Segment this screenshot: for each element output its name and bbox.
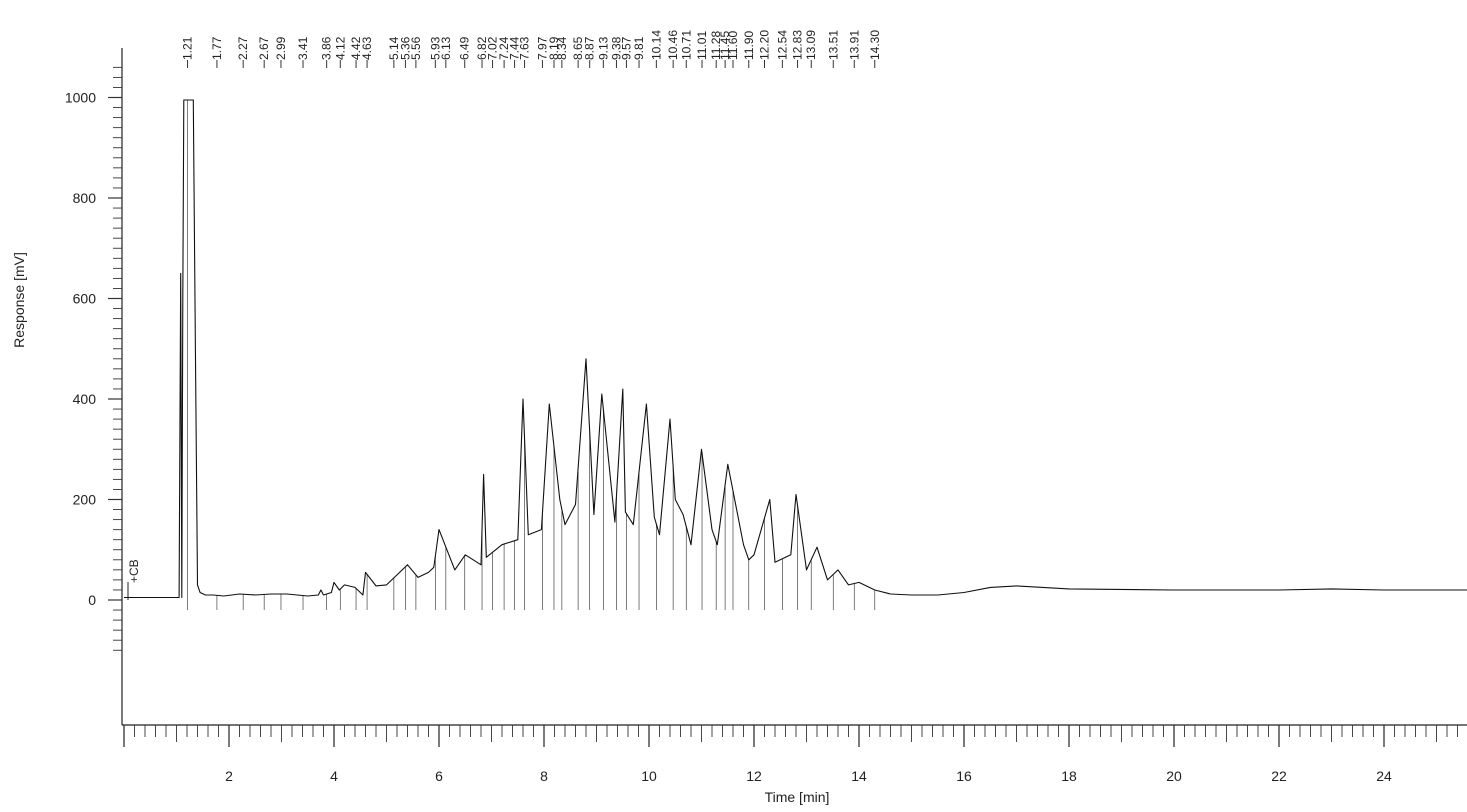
peak-label: 8.34 (555, 36, 569, 60)
peak-label: 8.87 (583, 36, 597, 60)
peak-label: 2.27 (236, 36, 250, 60)
x-tick-label: 12 (746, 768, 762, 784)
peak-label: 10.14 (649, 30, 663, 60)
peak-label: 12.54 (775, 30, 789, 60)
y-axis-label: Response [mV] (11, 252, 27, 348)
peak-label: 13.51 (826, 30, 840, 60)
peak-label: 9.13 (596, 36, 610, 60)
peak-label: 3.86 (320, 36, 334, 60)
peak-label: 1.77 (210, 36, 224, 60)
y-tick-label: 0 (88, 592, 96, 608)
y-tick-label: 800 (73, 190, 97, 206)
peak-label: 5.14 (387, 36, 401, 60)
peak-label: 1.21 (181, 36, 195, 60)
x-tick-label: 24 (1376, 768, 1392, 784)
peak-label: 6.13 (439, 36, 453, 60)
peak-label: 7.24 (497, 36, 511, 60)
peak-label: 7.02 (486, 36, 500, 60)
peak-label: 13.91 (847, 30, 861, 60)
peak-label: 7.97 (535, 36, 549, 60)
peak-label: 11.45 (718, 31, 732, 60)
y-tick-label: 1000 (65, 90, 96, 106)
peak-label: 4.63 (360, 36, 374, 60)
x-axis-label: Time [min] (765, 789, 830, 805)
peak-label: 6.49 (458, 36, 472, 60)
peak-label: 10.71 (679, 30, 693, 60)
peak-label: 5.56 (409, 36, 423, 60)
x-tick-label: 6 (435, 768, 443, 784)
x-tick-label: 18 (1061, 768, 1077, 784)
peak-label: 8.65 (571, 36, 585, 60)
peak-label: 9.38 (609, 36, 623, 60)
peak-label: 14.30 (868, 30, 882, 60)
peak-markers-group: 1.21 1.77 2.27 2.67 2.99 3.41 3.86 4.12 4.424.63… (181, 30, 882, 610)
y-tick-label: 400 (73, 391, 97, 407)
peak-label: 11.90 (742, 31, 756, 60)
chromatogram-trace (124, 99, 1467, 599)
peak-label: 11.28 (709, 31, 723, 60)
peak-label: 9.57 (619, 36, 633, 60)
peak-label: 6.82 (475, 36, 489, 60)
x-tick-label: 14 (851, 768, 867, 784)
peak-label: 12.20 (758, 30, 772, 60)
peak-label: 9.81 (632, 36, 646, 60)
baseline-marker-label: +CB (127, 559, 141, 583)
peak-label: 13.09 (804, 30, 818, 60)
peak-label: 11.01 (695, 31, 709, 60)
x-tick-label: 4 (330, 768, 338, 784)
peak-label: 5.93 (428, 36, 442, 60)
peak-label: 7.63 (518, 36, 532, 60)
x-tick-label: 10 (641, 768, 657, 784)
x-tick-label: 20 (1166, 768, 1182, 784)
peak-label: 3.41 (296, 36, 310, 60)
peak-label: 4.42 (349, 36, 363, 60)
peak-label: 5.36 (398, 36, 412, 60)
y-tick-label: 600 (73, 291, 97, 307)
peak-label: 11.60 (726, 31, 740, 60)
peak-label: 2.99 (274, 36, 288, 60)
peak-label: 8.19 (547, 36, 561, 60)
peak-label: 7.44 (508, 36, 522, 60)
peak-label: 12.83 (791, 30, 805, 60)
x-tick-label: 8 (540, 768, 548, 784)
x-tick-label: 16 (956, 768, 972, 784)
y-tick-label: 200 (73, 492, 97, 508)
peak-label: 2.67 (257, 36, 271, 60)
peak-label: 4.12 (333, 36, 347, 60)
peak-label: 10.46 (666, 30, 680, 60)
x-tick-label: 22 (1271, 768, 1287, 784)
x-tick-label: 2 (225, 768, 233, 784)
series-group (124, 99, 1467, 599)
